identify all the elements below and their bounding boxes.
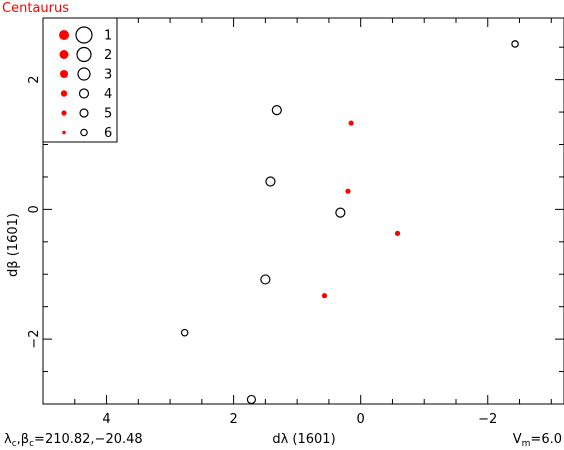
filled-star-marker xyxy=(345,188,351,194)
legend-open-marker xyxy=(79,108,89,118)
y-tick-label: 0 xyxy=(27,205,42,213)
legend-filled-marker xyxy=(59,50,69,59)
limiting-magnitude: Vm=6.0 xyxy=(513,432,562,449)
legend-label: 3 xyxy=(104,68,112,83)
axis-tick-labels: 4 2 0 −2 2 0 −2 xyxy=(27,75,497,427)
beta-symbol: β xyxy=(21,432,29,447)
magnitude-symbol: V xyxy=(513,432,522,447)
legend-filled-marker xyxy=(60,90,68,97)
legend-filled-marker xyxy=(61,110,67,116)
y-tick-label: 2 xyxy=(27,75,42,83)
axis-ticks xyxy=(42,18,564,404)
open-star-marker xyxy=(180,328,189,337)
center-coordinates: λc,βc=210.82,−20.48 xyxy=(4,432,143,449)
filled-star-marker xyxy=(321,293,328,299)
magnitude-subscript: m xyxy=(522,439,531,449)
y-axis-label: dβ (1601) xyxy=(6,213,21,277)
legend-open-marker xyxy=(76,46,92,63)
lambda-subscript: c xyxy=(12,439,17,449)
legend: 1 2 3 4 5 6 xyxy=(42,17,118,143)
legend-filled-marker xyxy=(62,130,66,135)
x-axis-label: dλ (1601) xyxy=(272,432,335,447)
open-star-marker xyxy=(246,394,256,405)
x-tick-label: −2 xyxy=(478,412,497,427)
x-tick-label: 0 xyxy=(357,412,365,427)
center-coordinates-value: =210.82,−20.48 xyxy=(34,432,143,447)
legend-label: 6 xyxy=(104,126,112,141)
legend-filled-marker xyxy=(59,30,69,40)
legend-open-marker xyxy=(77,67,91,81)
x-tick-label: 2 xyxy=(229,412,237,427)
open-star-marker xyxy=(511,40,519,48)
open-star-marker xyxy=(335,207,346,218)
limiting-magnitude-value: =6.0 xyxy=(530,432,562,447)
legend-filled-marker xyxy=(60,70,68,78)
legend-open-marker xyxy=(78,88,90,99)
legend-open-marker xyxy=(80,128,88,137)
legend-label: 4 xyxy=(104,87,112,102)
legend-label: 5 xyxy=(104,107,112,122)
beta-subscript: c xyxy=(29,439,34,449)
legend-label: 2 xyxy=(104,48,112,63)
y-tick-label: −2 xyxy=(27,330,42,349)
legend-box xyxy=(42,17,118,143)
data-points xyxy=(180,40,519,405)
x-tick-label: 4 xyxy=(102,412,110,427)
filled-star-marker xyxy=(394,230,401,236)
plot-frame xyxy=(42,17,564,405)
legend-open-marker xyxy=(75,26,93,44)
open-star-marker xyxy=(271,105,282,116)
chart-title: Centaurus xyxy=(2,1,69,16)
filled-star-marker xyxy=(348,120,354,126)
open-star-marker xyxy=(260,274,271,285)
lambda-symbol: λ xyxy=(4,432,12,447)
coordinate-separator: , xyxy=(17,432,21,447)
open-star-marker xyxy=(265,176,276,187)
legend-label: 1 xyxy=(104,29,112,44)
